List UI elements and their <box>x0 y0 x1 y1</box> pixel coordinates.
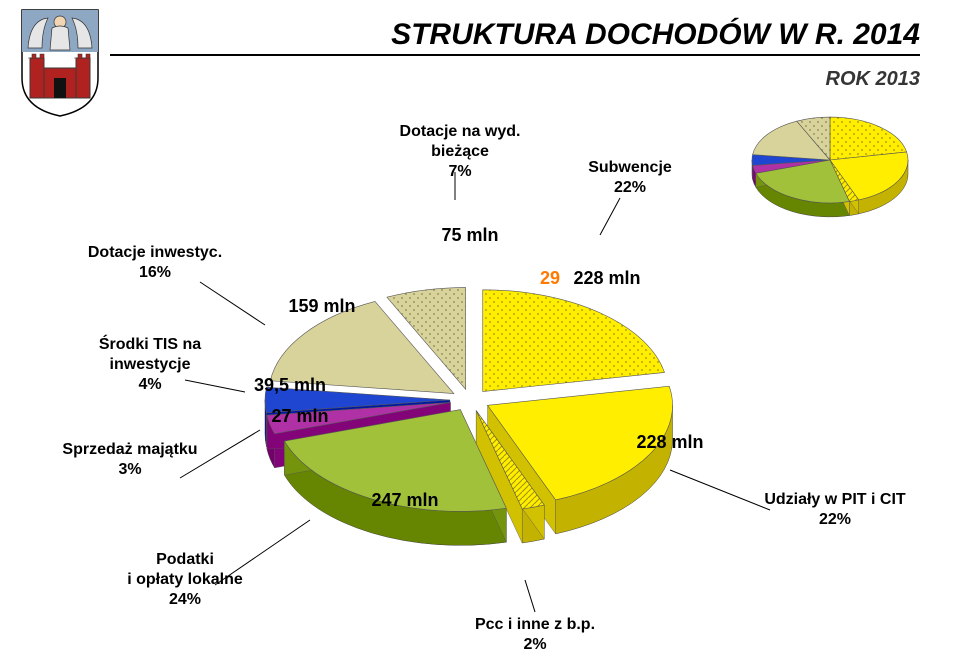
label-pcc: Pcc i inne z b.p.2% <box>440 615 630 655</box>
label-subwencje: Subwencje22% <box>560 158 700 198</box>
value-228a: 228 mln <box>552 268 662 289</box>
value-228b: 228 mln <box>610 432 730 453</box>
label-pit-cit: Udziały w PIT i CIT22% <box>730 490 940 530</box>
value-159: 159 mln <box>262 296 382 317</box>
label-dot-biez: Dotacje na wyd.bieżące7% <box>370 122 550 182</box>
value-75: 75 mln <box>420 225 520 246</box>
label-podatki: Podatkii opłaty lokalne24% <box>90 550 280 610</box>
value-395: 39,5 mln <box>230 375 350 396</box>
value-27: 27 mln <box>245 406 355 427</box>
value-247: 247 mln <box>345 490 465 511</box>
label-sprzedaz: Sprzedaż majątku3% <box>35 440 225 480</box>
label-dot-inw: Dotacje inwestyc.16% <box>60 243 250 283</box>
label-srodki: Środki TIS nainwestycje4% <box>65 335 235 395</box>
